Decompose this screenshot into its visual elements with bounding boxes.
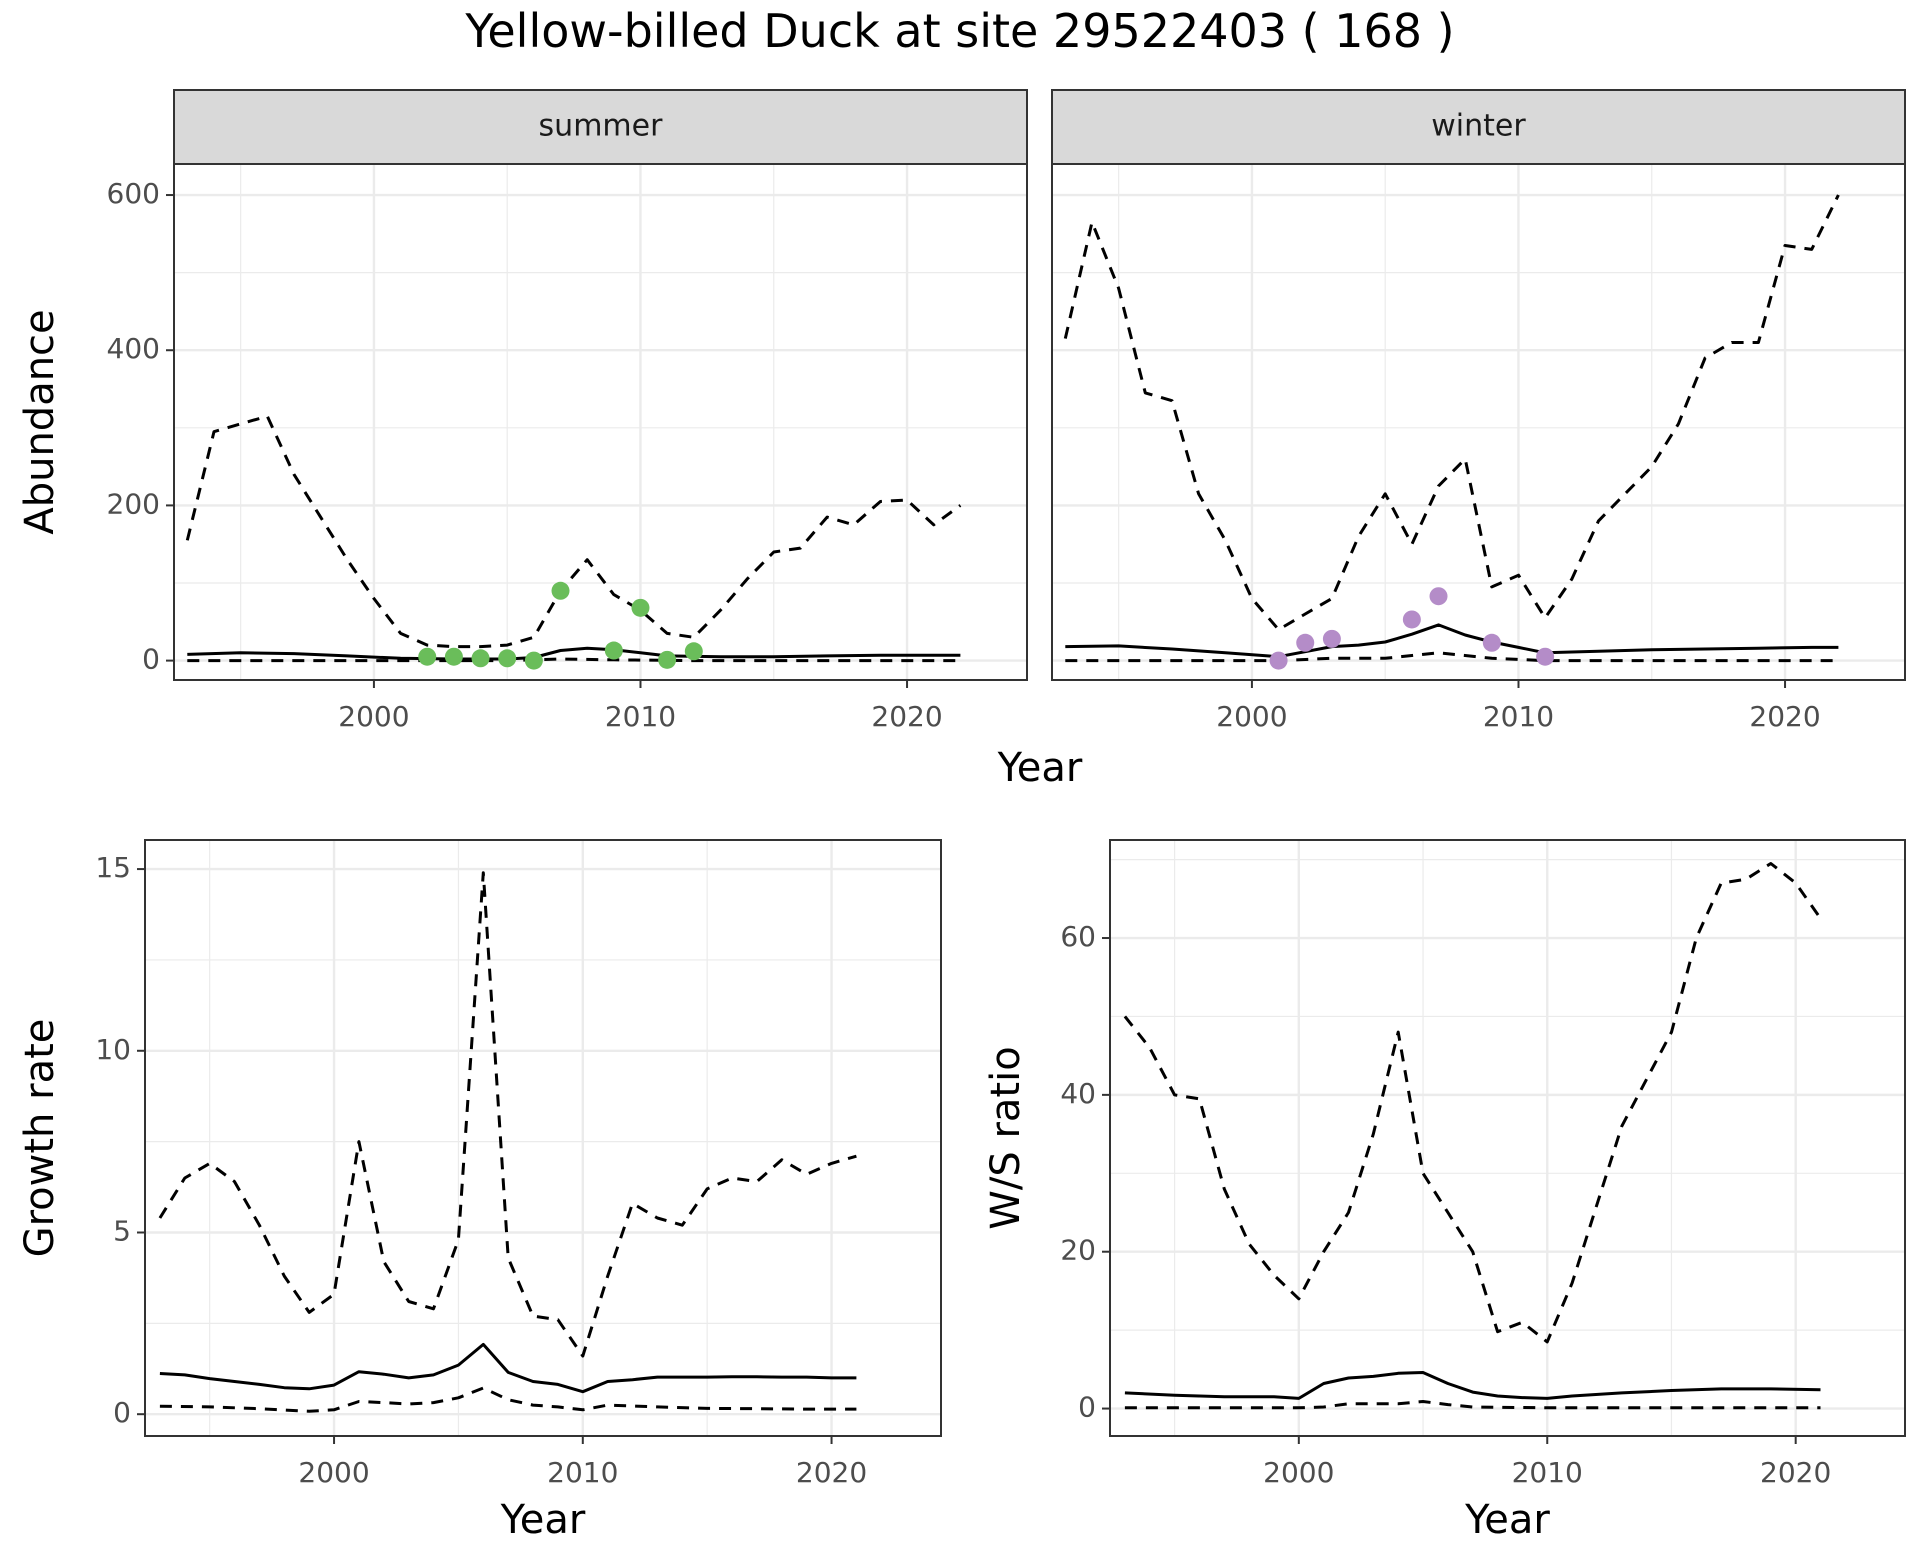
abundance-summer-x-tick-label: 2010	[605, 700, 676, 733]
abundance-summer-x-tick-label: 2000	[338, 700, 409, 733]
ws-ratio-estimate-line	[1124, 1371, 1821, 1400]
growth-rate-x-tick-label: 2000	[298, 1456, 369, 1489]
abundance-summer-observed-point	[551, 581, 570, 600]
abundance-summer-observed-point	[604, 641, 623, 660]
abundance-winter-x-tick-label: 2000	[1216, 700, 1287, 733]
ws-ratio-upper-line	[1123, 862, 1822, 1344]
abundance-summer-strip	[173, 89, 1028, 165]
growth-rate-estimate-line	[159, 1342, 857, 1394]
abundance-x-axis-title: Year	[997, 745, 1083, 791]
growth-rate-y-tick-label: 15	[95, 851, 131, 884]
ws-ratio-x-axis-title: Year	[1464, 1497, 1550, 1543]
ws-ratio-x-tick-label: 2010	[1512, 1456, 1583, 1489]
ws-ratio-y-tick-label: 20	[1060, 1234, 1096, 1267]
growth-rate-y-tick-label: 0	[113, 1396, 131, 1429]
growth-rate-y-tick-label: 10	[95, 1033, 131, 1066]
abundance-winter-observed-point	[1402, 610, 1421, 629]
abundance-summer-x-tick-label: 2020	[871, 700, 942, 733]
ws-ratio-panel-bg	[1110, 840, 1905, 1436]
abundance-winter-observed-point	[1482, 633, 1501, 652]
growth-rate-y-axis-title: Growth rate	[17, 1019, 63, 1258]
growth-rate-y-tick-label: 5	[113, 1214, 131, 1247]
abundance-summer-strip-label: summer	[539, 109, 664, 144]
abundance-summer-lower-line	[187, 657, 961, 663]
ws-ratio-y-axis-title: W/S ratio	[983, 1046, 1029, 1229]
ws-ratio-x-tick-label: 2000	[1263, 1456, 1334, 1489]
ws-ratio-y-tick-label: 60	[1060, 920, 1096, 953]
abundance-winter-lower-line	[1065, 651, 1839, 663]
abundance-summer-observed-point	[418, 647, 437, 666]
abundance-winter-observed-point	[1322, 629, 1341, 648]
abundance-winter-estimate-line	[1065, 623, 1839, 659]
growth-rate-x-tick-label: 2010	[547, 1456, 618, 1489]
abundance-summer-y-tick-label: 0	[142, 643, 160, 676]
abundance-winter-observed-point	[1269, 651, 1288, 670]
abundance-summer-y-tick-label: 200	[107, 487, 160, 520]
ws-ratio-y-tick-label: 0	[1078, 1391, 1096, 1424]
chart-title: Yellow-billed Duck at site 29522403 ( 16…	[465, 4, 1455, 58]
abundance-winter-panel-bg	[1052, 164, 1905, 680]
abundance-summer-observed-point	[658, 650, 677, 669]
growth-rate-x-tick-label: 2020	[796, 1456, 867, 1489]
abundance-winter-observed-point	[1296, 633, 1315, 652]
abundance-summer-estimate-line	[187, 646, 961, 661]
abundance-summer-panel-bg	[174, 164, 1027, 680]
ws-ratio-x-tick-label: 2020	[1760, 1456, 1831, 1489]
abundance-summer-observed-point	[631, 598, 650, 617]
growth-rate-panel-border	[144, 839, 942, 1437]
abundance-summer-observed-point	[471, 649, 490, 668]
abundance-summer-y-tick-label: 400	[107, 332, 160, 365]
growth-rate-panel-bg	[145, 840, 941, 1436]
abundance-winter-x-tick-label: 2010	[1483, 700, 1554, 733]
abundance-winter-observed-point	[1429, 587, 1448, 606]
abundance-summer-upper-line	[185, 414, 962, 649]
abundance-y-axis-title: Abundance	[17, 309, 63, 534]
ws-ratio-lower-line	[1124, 1400, 1821, 1410]
abundance-summer-observed-point	[444, 647, 463, 666]
abundance-winter-x-tick-label: 2020	[1749, 700, 1820, 733]
growth-rate-lower-line	[159, 1386, 857, 1413]
abundance-winter-strip	[1051, 89, 1906, 165]
abundance-winter-observed-point	[1536, 647, 1555, 666]
abundance-summer-y-tick-label: 600	[107, 177, 160, 210]
abundance-summer-observed-point	[684, 642, 703, 661]
growth-rate-upper-line	[158, 871, 857, 1358]
abundance-summer-observed-point	[498, 649, 517, 668]
abundance-summer-observed-point	[524, 651, 543, 670]
ws-ratio-panel-border	[1109, 839, 1906, 1437]
abundance-winter-upper-line	[1063, 194, 1840, 632]
abundance-winter-strip-label: winter	[1431, 109, 1526, 144]
ws-ratio-y-tick-label: 40	[1060, 1077, 1096, 1110]
growth-rate-x-axis-title: Year	[500, 1497, 586, 1543]
